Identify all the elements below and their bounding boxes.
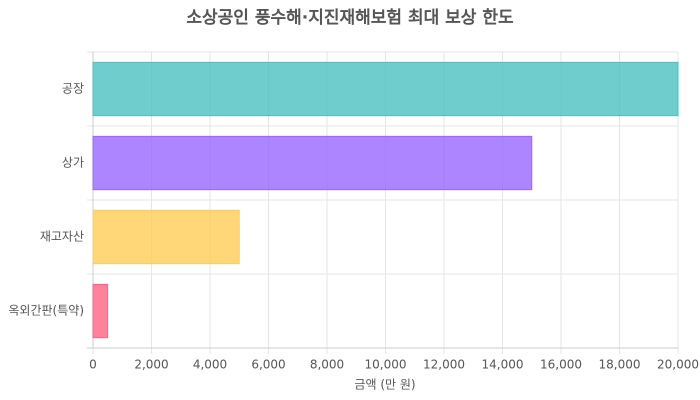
y-tick-label: 상가 <box>62 156 84 170</box>
bar <box>92 61 679 117</box>
x-tick-label: 14,000 <box>482 358 524 372</box>
x-tick-label: 16,000 <box>540 358 582 372</box>
bar <box>92 283 109 339</box>
x-tick-label: 18,000 <box>599 358 641 372</box>
x-tick-label: 10,000 <box>365 358 407 372</box>
chart-title: 소상공인 풍수해·지진재해보험 최대 보상 한도 <box>186 7 514 28</box>
bar <box>92 209 240 265</box>
y-tick-label: 공장 <box>62 82 84 96</box>
x-tick-label: 4,000 <box>193 358 227 372</box>
x-tick-label: 6,000 <box>251 358 285 372</box>
y-tick-label: 옥외간판(특약) <box>8 303 84 318</box>
x-tick-label: 8,000 <box>310 358 344 372</box>
x-axis-label: 금액 (만 원) <box>354 378 415 392</box>
x-tick-label: 2,000 <box>134 358 168 372</box>
y-tick-label: 재고자산 <box>40 230 84 244</box>
bar <box>92 135 533 191</box>
x-tick-label: 0 <box>89 358 97 372</box>
x-tick-label: 12,000 <box>423 358 465 372</box>
x-tick-label: 20,000 <box>657 358 699 372</box>
